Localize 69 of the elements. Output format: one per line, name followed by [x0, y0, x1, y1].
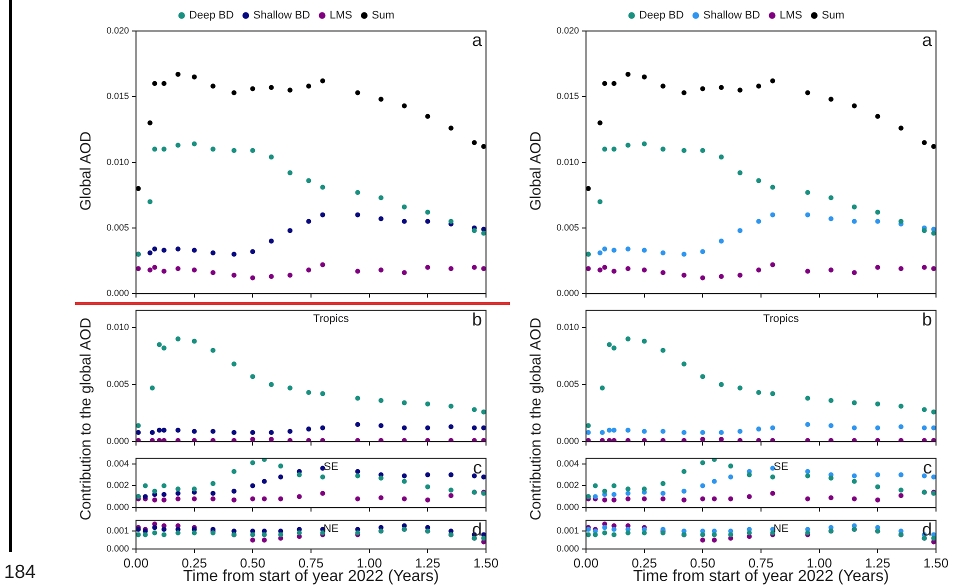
x-tick-label: 0.50	[690, 555, 716, 570]
legend-label: LMS	[780, 10, 802, 22]
y-axis-title: Global AOD	[78, 131, 94, 211]
y-tick-label: 0.010	[106, 322, 129, 332]
x-tick-label: 1.50	[923, 555, 949, 570]
x-tick-label: 0.00	[123, 555, 149, 570]
y-tick-label: 0.000	[106, 543, 129, 554]
y-tick-label: 0.002	[556, 480, 579, 490]
y-tick-label: 0.001	[106, 526, 129, 536]
annotation: a	[472, 30, 483, 50]
annotation: b	[472, 309, 482, 330]
x-axis-title: Time from start of year 2022 (Years)	[633, 568, 889, 585]
x-tick-label: 1.50	[473, 555, 499, 570]
y-tick-label: 0.000	[106, 288, 129, 298]
y-tick-label: 0.004	[556, 458, 579, 468]
annotation: c	[473, 457, 482, 478]
y-tick-label: 0.020	[556, 25, 579, 36]
y-tick-label: 0.000	[556, 502, 579, 512]
y-axis-title: Contribution to the global AOD	[78, 318, 94, 520]
x-tick-label: 0.25	[632, 555, 657, 570]
legend-label: Sum	[372, 10, 394, 22]
y-tick-label: 0.005	[556, 222, 579, 232]
annotation: b	[922, 309, 932, 330]
y-tick-label: 0.000	[556, 543, 579, 554]
legend-label: Shallow BD	[703, 10, 760, 22]
annotation: Tropics	[313, 312, 350, 325]
x-tick-label: 1.00	[806, 555, 832, 570]
annotation: SE	[324, 460, 338, 473]
text: 184	[4, 562, 36, 584]
x-tick-label: 1.25	[865, 555, 890, 570]
x-tick-label: 0.75	[298, 555, 324, 570]
legend-label: Sum	[822, 10, 844, 22]
y-tick-label: 0.000	[556, 436, 579, 446]
x-tick-label: 1.00	[356, 555, 382, 570]
y-tick-label: 0.000	[106, 436, 129, 446]
y-tick-label: 0.004	[106, 458, 129, 468]
annotation: NE	[323, 522, 339, 535]
x-tick-label: 0.75	[748, 555, 774, 570]
y-axis-title: Contribution to the global AOD	[528, 318, 544, 520]
y-tick-label: 0.015	[556, 91, 579, 102]
annotation: d	[922, 519, 932, 540]
annotation: a	[922, 30, 933, 50]
y-axis-title: Global AOD	[528, 131, 544, 211]
y-tick-label: 0.000	[556, 288, 579, 298]
annotation: Tropics	[763, 312, 800, 325]
annotation: SE	[774, 460, 788, 473]
y-tick-label: 0.015	[106, 91, 129, 102]
annotation: d	[472, 519, 482, 540]
y-tick-label: 0.010	[556, 156, 579, 167]
x-axis-title: Time from start of year 2022 (Years)	[183, 568, 439, 585]
y-tick-label: 0.005	[106, 379, 129, 390]
y-tick-label: 0.020	[106, 25, 129, 36]
y-tick-label: 0.000	[106, 502, 129, 512]
annotation: c	[923, 457, 932, 478]
x-tick-label: 1.25	[415, 555, 440, 570]
y-tick-label: 0.002	[106, 480, 129, 490]
legend-label: Deep BD	[639, 10, 684, 22]
legend-label: LMS	[330, 10, 352, 22]
x-tick-label: 0.25	[182, 555, 207, 570]
y-tick-label: 0.005	[106, 222, 129, 232]
x-tick-label: 0.00	[573, 555, 599, 570]
legend-label: Shallow BD	[253, 10, 310, 22]
y-tick-label: 0.005	[556, 379, 579, 390]
y-tick-label: 0.010	[556, 322, 579, 332]
annotation: NE	[773, 522, 789, 535]
y-tick-label: 0.001	[556, 526, 579, 536]
legend-label: Deep BD	[189, 10, 234, 22]
y-tick-label: 0.010	[106, 156, 129, 167]
x-tick-label: 0.50	[240, 555, 266, 570]
